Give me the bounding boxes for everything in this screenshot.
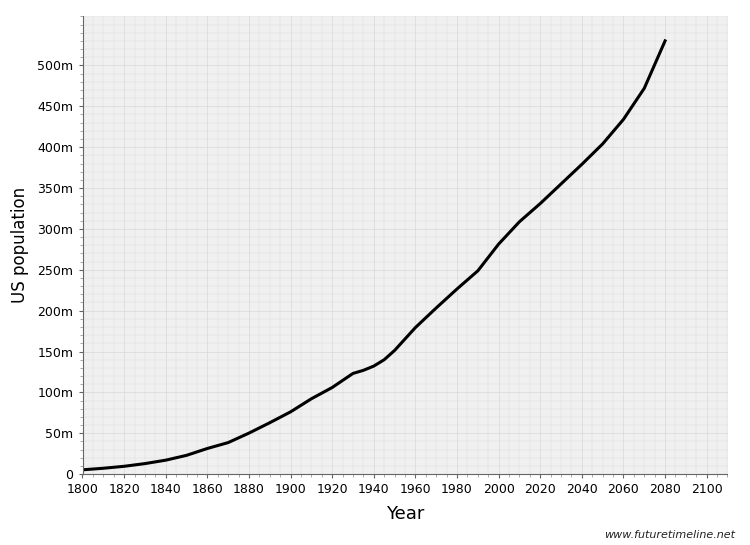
Y-axis label: US population: US population	[11, 187, 29, 304]
Text: www.futuretimeline.net: www.futuretimeline.net	[604, 530, 735, 540]
X-axis label: Year: Year	[386, 505, 424, 523]
